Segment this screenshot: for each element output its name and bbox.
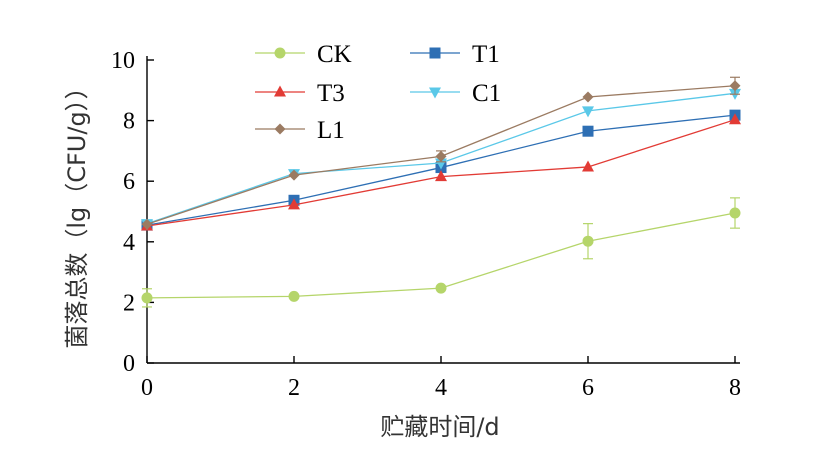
y-tick-label: 10 bbox=[111, 48, 135, 74]
legend-item-T1: T1 bbox=[410, 41, 500, 68]
data-point bbox=[582, 125, 594, 137]
data-point bbox=[582, 160, 594, 172]
data-point bbox=[435, 170, 447, 182]
data-point bbox=[582, 235, 594, 247]
data-point bbox=[582, 106, 594, 118]
data-point bbox=[435, 150, 447, 162]
x-tick-label: 4 bbox=[435, 375, 447, 401]
x-axis-title: 贮藏时间/d bbox=[380, 413, 499, 441]
series-T3 bbox=[141, 113, 741, 231]
legend-marker bbox=[429, 87, 441, 99]
data-point bbox=[582, 91, 594, 103]
data-point bbox=[435, 282, 447, 294]
legend-marker bbox=[274, 85, 286, 97]
y-axis-title: 菌落总数（lg（CFU/g）） bbox=[63, 75, 91, 348]
data-point bbox=[729, 113, 741, 125]
legend-marker bbox=[274, 123, 286, 135]
data-point bbox=[729, 207, 741, 219]
legend-item-T3: T3 bbox=[255, 80, 345, 107]
x-tick-label: 6 bbox=[582, 375, 594, 401]
legend-label: C1 bbox=[472, 80, 501, 107]
legend: CK T1 T3 C1 L1 bbox=[255, 41, 501, 144]
legend-label: T3 bbox=[317, 80, 345, 107]
y-tick-label: 6 bbox=[123, 169, 135, 195]
y-tick-label: 8 bbox=[123, 109, 135, 135]
legend-marker bbox=[429, 47, 441, 59]
x-tick-label: 8 bbox=[729, 375, 741, 401]
data-point bbox=[141, 218, 153, 230]
y-ticks: 0 2 4 6 8 10 bbox=[111, 48, 154, 377]
data-point bbox=[729, 80, 741, 92]
legend-label: T1 bbox=[472, 41, 500, 68]
data-point bbox=[288, 169, 300, 181]
data-point bbox=[141, 292, 153, 304]
legend-item-L1: L1 bbox=[255, 117, 345, 144]
legend-label: L1 bbox=[317, 117, 345, 144]
y-tick-label: 0 bbox=[123, 351, 135, 377]
legend-item-CK: CK bbox=[255, 41, 352, 68]
series-layer bbox=[141, 76, 741, 308]
x-ticks: 0 2 4 6 8 bbox=[141, 356, 741, 401]
legend-item-C1: C1 bbox=[410, 80, 501, 107]
x-tick-label: 0 bbox=[141, 375, 153, 401]
x-tick-label: 2 bbox=[288, 375, 300, 401]
data-point bbox=[288, 290, 300, 302]
data-point bbox=[288, 198, 300, 210]
y-tick-label: 4 bbox=[123, 230, 135, 256]
series-CK bbox=[141, 197, 741, 308]
axes bbox=[146, 56, 740, 364]
y-tick-label: 2 bbox=[123, 290, 135, 316]
series-T1 bbox=[141, 109, 741, 231]
legend-marker bbox=[274, 47, 286, 59]
legend-label: CK bbox=[317, 41, 352, 68]
series-L1 bbox=[141, 76, 741, 230]
